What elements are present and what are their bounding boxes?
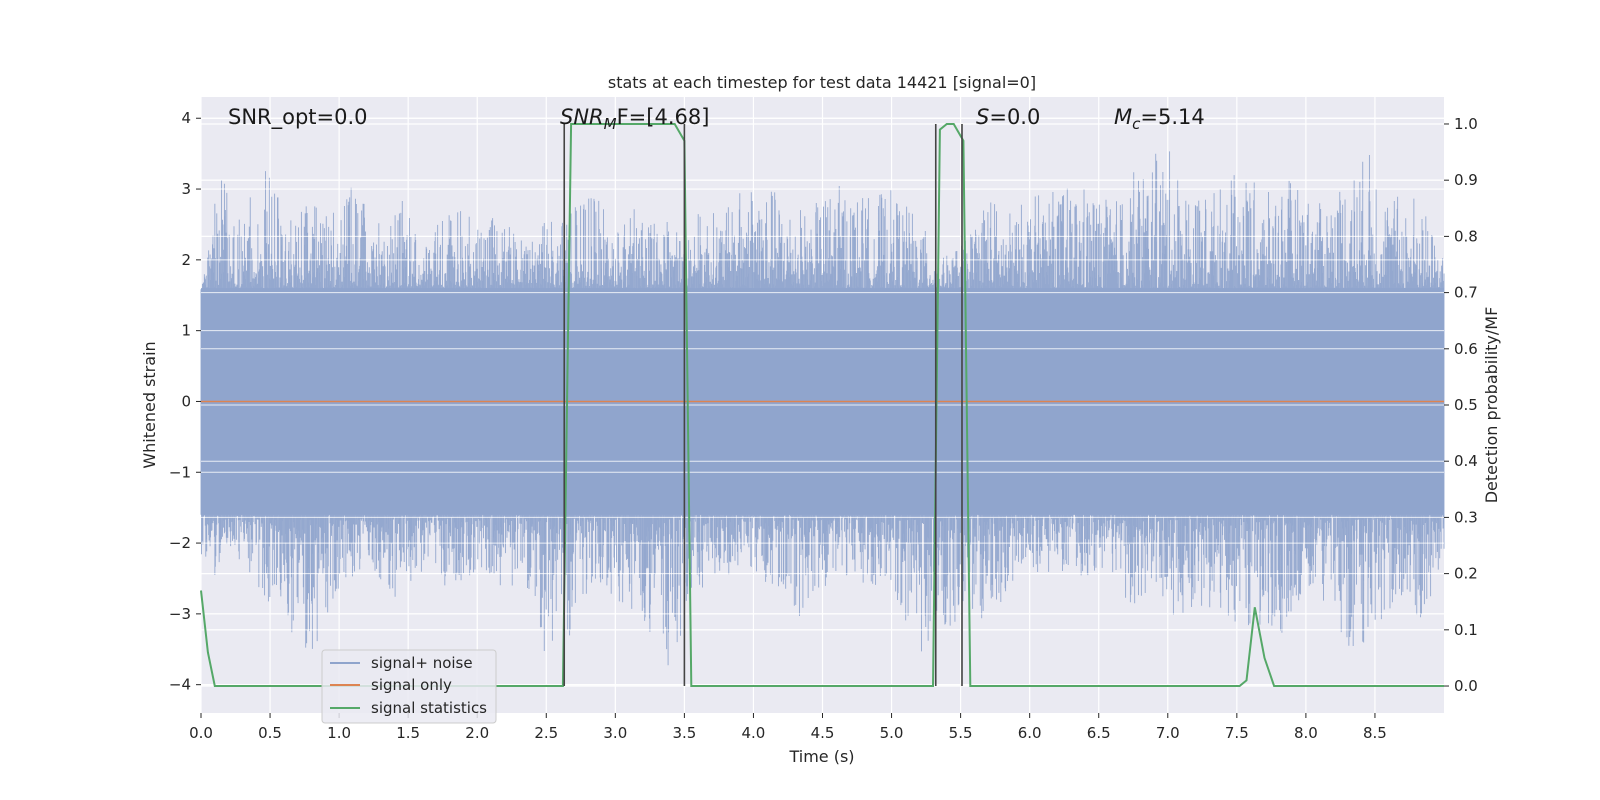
y2-tick-label: 0.6 — [1454, 340, 1478, 358]
annotation-mc-sub: c — [1132, 115, 1141, 133]
y2-tick-label: 0.2 — [1454, 565, 1478, 583]
y-tick-label: −2 — [169, 534, 191, 552]
x-tick-label: 0.0 — [189, 724, 213, 742]
x-tick-label: 5.5 — [949, 724, 973, 742]
x-tick-label: 5.0 — [880, 724, 904, 742]
annotation-snr-mf-main: SNR — [560, 105, 604, 129]
y-tick-label: 2 — [181, 251, 191, 269]
x-tick-label: 6.5 — [1087, 724, 1111, 742]
annotation-mc-rest: =5.14 — [1140, 105, 1204, 129]
x-tick-label: 7.5 — [1225, 724, 1249, 742]
x-tick-label: 8.0 — [1294, 724, 1318, 742]
y-tick-label: −3 — [169, 605, 191, 623]
x-tick-label: 4.0 — [742, 724, 766, 742]
annotation-snr-mf-rest: F=[4.68] — [617, 105, 710, 129]
y-tick-label: 1 — [181, 322, 191, 340]
x-tick-label: 1.0 — [327, 724, 351, 742]
y2-tick-label: 0.4 — [1454, 452, 1478, 470]
y-axis-label: Whitened strain — [140, 341, 159, 468]
annotation-snr-mf-sub: M — [604, 115, 617, 133]
y2-tick-label: 0.8 — [1454, 227, 1478, 245]
y2-tick-label: 0.0 — [1454, 677, 1478, 695]
x-tick-label: 8.5 — [1363, 724, 1387, 742]
vline-layer — [563, 123, 963, 687]
x-tick-label: 4.5 — [811, 724, 835, 742]
x-tick-label: 2.5 — [534, 724, 558, 742]
x-tick-label: 3.0 — [603, 724, 627, 742]
annotation-s-rest: =0.0 — [989, 105, 1040, 129]
y2-tick-label: 0.7 — [1454, 284, 1478, 302]
legend-box — [321, 649, 497, 724]
y-tick-label: 0 — [181, 392, 191, 410]
y-tick-label: −1 — [169, 463, 191, 481]
x-tick-label: 3.5 — [672, 724, 696, 742]
x-tick-label: 1.5 — [396, 724, 420, 742]
annotation-snr-opt: SNR_opt=0.0 — [228, 105, 368, 130]
y2-axis-label: Detection probability/MF — [1482, 307, 1501, 504]
annotation-mc-main: M — [1114, 105, 1132, 129]
y-tick-label: −4 — [169, 676, 191, 694]
y2-tick-label: 0.3 — [1454, 508, 1478, 526]
y2-tick-label: 0.1 — [1454, 621, 1478, 639]
y-tick-label: 4 — [181, 109, 191, 127]
legend-label-signal-statistics: signal statistics — [371, 699, 487, 717]
y2-tick-label: 1.0 — [1454, 115, 1478, 133]
x-tick-label: 7.0 — [1156, 724, 1180, 742]
annotation-s-main: S — [976, 105, 989, 129]
y2-tick-label: 0.9 — [1454, 171, 1478, 189]
chart-title: stats at each timestep for test data 144… — [608, 73, 1036, 92]
annotation-mc: Mc=5.14 — [1114, 105, 1205, 133]
x-tick-label: 0.5 — [258, 724, 282, 742]
y2-tick-label: 0.5 — [1454, 396, 1478, 414]
legend-label-noise: signal+ noise — [371, 654, 473, 672]
tick-layer: 0.0 0.5 1.0 1.5 2.0 2.5 3.0 3.5 4.0 4.5 5.0 5.5 6.0 6… — [169, 109, 1478, 742]
annotation-s: S=0.0 — [976, 105, 1040, 129]
y-tick-label: 3 — [181, 180, 191, 198]
x-tick-label: 6.0 — [1018, 724, 1042, 742]
annotation-snr-mf: SNRMF=[4.68] — [560, 105, 709, 133]
x-tick-label: 2.0 — [465, 724, 489, 742]
legend: signal+ noise signal only signal statist… — [321, 649, 497, 724]
x-axis-label: Time (s) — [788, 747, 854, 766]
legend-label-signal-only: signal only — [371, 676, 452, 694]
